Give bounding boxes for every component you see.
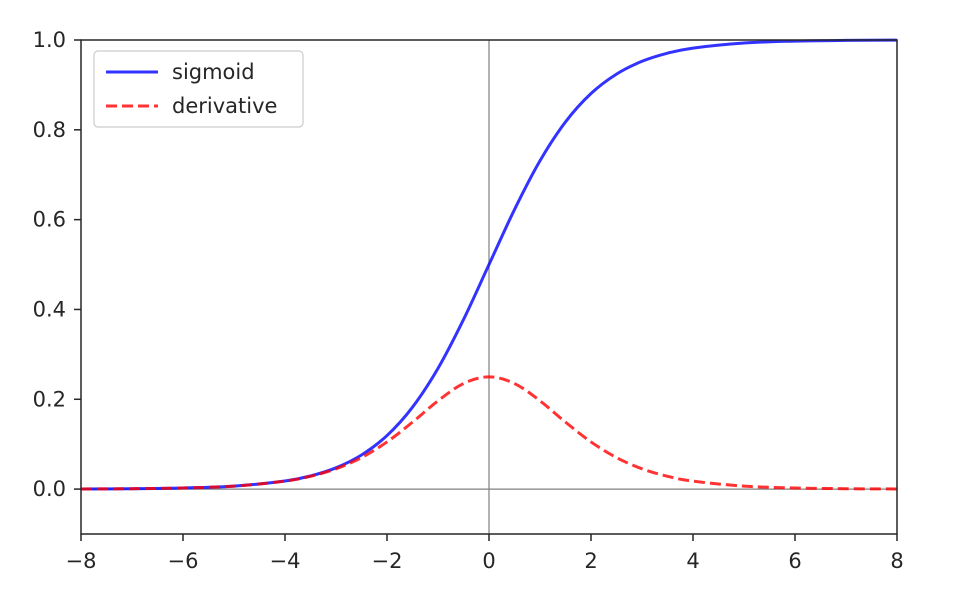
series-line-derivative <box>80 375 898 491</box>
y-tick-label: 1.0 <box>33 28 66 52</box>
y-tick-label: 0.4 <box>33 297 66 321</box>
legend-label-sigmoid: sigmoid <box>172 60 255 84</box>
x-tick-label: −2 <box>372 549 403 573</box>
x-tick-label: 2 <box>584 549 597 573</box>
y-tick-label: 0.6 <box>33 208 66 232</box>
x-tick-label: −4 <box>270 549 301 573</box>
y-tick-label: 0.8 <box>33 118 66 142</box>
x-tick-label: 8 <box>890 549 903 573</box>
x-tick-label: −6 <box>168 549 199 573</box>
series-layer <box>80 38 898 491</box>
series-line-sigmoid <box>80 38 898 491</box>
x-tick-label: 0 <box>482 549 495 573</box>
reference-lines <box>81 40 897 534</box>
y-tick-label: 0.0 <box>33 477 66 501</box>
x-axis: −8 −6 −4 −2 0 2 4 6 8 <box>66 534 904 573</box>
legend-box <box>93 50 304 128</box>
x-tick-label: −8 <box>66 549 97 573</box>
x-tick-label: 4 <box>686 549 699 573</box>
y-tick-label: 0.2 <box>33 387 66 411</box>
y-axis: 0.0 0.2 0.4 0.6 0.8 1.0 <box>33 28 81 501</box>
legend: sigmoid derivative <box>93 50 304 128</box>
x-tick-label: 6 <box>788 549 801 573</box>
legend-label-derivative: derivative <box>172 94 277 118</box>
